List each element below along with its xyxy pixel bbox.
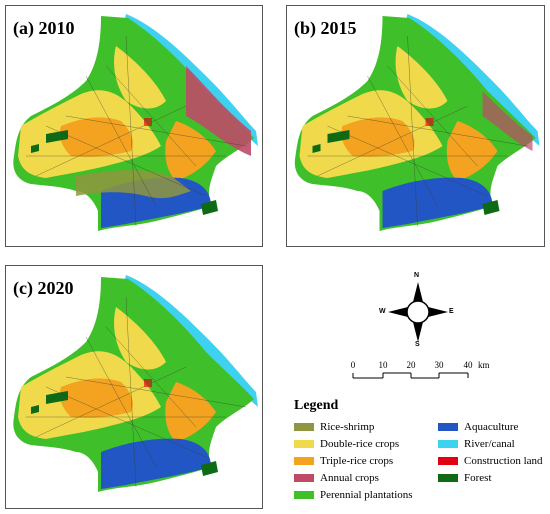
map-panel-2015: (b) 2015 xyxy=(286,5,545,247)
legend-swatch xyxy=(438,422,458,431)
map-panel-2020: (c) 2020 xyxy=(5,265,263,509)
legend-item-perennial: Perennial plantations xyxy=(294,488,413,501)
land-use-map-2015 xyxy=(294,14,540,231)
legend-swatch xyxy=(294,422,314,431)
panel-label: (a) 2010 xyxy=(13,18,75,38)
compass-rose-icon xyxy=(388,282,448,342)
legend-swatch xyxy=(438,473,458,482)
legend-swatch xyxy=(294,473,314,482)
legend-item-forest: Forest xyxy=(438,471,492,484)
legend-label: Forest xyxy=(464,471,492,484)
legend-label: Annual crops xyxy=(320,471,379,484)
scale-tick-label: 0 xyxy=(350,360,356,370)
legend-item-triple-rice: Triple-rice crops xyxy=(294,454,393,467)
legend-item-annual-crops: Annual crops xyxy=(294,471,379,484)
north-label: N xyxy=(414,272,420,279)
legend-swatch xyxy=(294,456,314,465)
scale-bar: 0 10 20 30 40 km xyxy=(342,360,502,384)
legend-label: Triple-rice crops xyxy=(320,454,394,467)
scale-unit: km xyxy=(478,360,490,370)
legend-title: Legend xyxy=(294,398,339,413)
legend-label: Rice-shrimp xyxy=(320,420,375,433)
legend-swatch xyxy=(294,490,314,499)
legend-label: River/canal xyxy=(464,437,515,450)
map-panel-2010: (a) 2010 xyxy=(5,5,263,247)
legend-item-construction: Construction land xyxy=(438,454,543,467)
scale-tick-label: 30 xyxy=(434,360,444,370)
legend-swatch xyxy=(438,439,458,448)
scale-tick-label: 40 xyxy=(463,360,473,370)
scale-tick-label: 10 xyxy=(378,360,388,370)
legend-item-aquaculture: Aquaculture xyxy=(438,420,518,433)
legend-label: Double-rice crops xyxy=(320,437,400,450)
panel-label: (b) 2015 xyxy=(294,18,357,38)
east-label: E xyxy=(449,308,454,315)
panel-label: (c) 2020 xyxy=(13,278,74,298)
legend-item-river-canal: River/canal xyxy=(438,437,515,450)
legend: Legend Rice-shrimp Double-rice crops Tri… xyxy=(290,398,548,510)
legend-label: Aquaculture xyxy=(464,420,519,433)
south-label: S xyxy=(415,341,420,348)
legend-swatch xyxy=(294,439,314,448)
legend-swatch xyxy=(438,456,458,465)
legend-label: Construction land xyxy=(464,454,543,467)
legend-item-rice-shrimp: Rice-shrimp xyxy=(294,420,374,433)
legend-item-double-rice: Double-rice crops xyxy=(294,437,399,450)
north-arrow: N S W E xyxy=(378,272,458,352)
legend-label: Perennial plantations xyxy=(320,488,413,501)
scale-bar-graphic xyxy=(352,372,469,379)
scale-tick-label: 20 xyxy=(406,360,416,370)
west-label: W xyxy=(379,308,386,315)
land-use-map-2010 xyxy=(13,14,259,231)
land-use-map-2020 xyxy=(13,275,259,492)
